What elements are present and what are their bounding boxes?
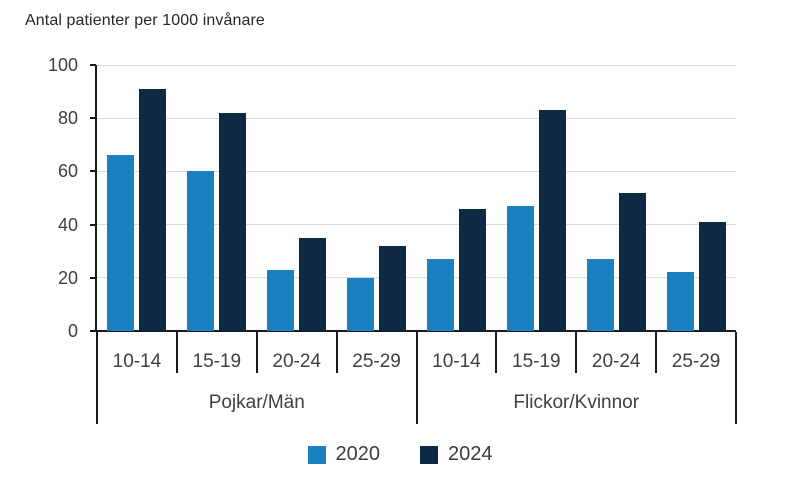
category-separator bbox=[175, 332, 178, 373]
bar-2020-Flickor/Kvinnor-10-14 bbox=[426, 259, 454, 331]
y-gridline bbox=[97, 64, 736, 66]
x-axis-group-label: Flickor/Kvinnor bbox=[513, 392, 640, 413]
y-axis-label: 40 bbox=[57, 214, 78, 235]
bar-2024-Flickor/Kvinnor-25-29 bbox=[698, 221, 726, 331]
x-axis-category-label: 25-29 bbox=[671, 351, 721, 372]
legend-label: 2020 bbox=[335, 443, 381, 465]
bar-2020-Pojkar/Män-10-14 bbox=[107, 155, 135, 331]
group-divider bbox=[415, 332, 418, 424]
category-separator bbox=[575, 332, 578, 373]
y-axis-label: 20 bbox=[57, 267, 78, 288]
category-separator bbox=[495, 332, 498, 373]
legend-swatch-2024 bbox=[420, 445, 438, 464]
legend-item-2020: 2020 bbox=[307, 443, 381, 466]
y-gridline bbox=[97, 224, 736, 226]
x-axis-group-label: Pojkar/Män bbox=[208, 392, 305, 413]
category-separator bbox=[255, 332, 258, 373]
bar-2024-Pojkar/Män-15-19 bbox=[219, 112, 247, 331]
bar-2024-Pojkar/Män-20-24 bbox=[299, 237, 327, 331]
bar-2020-Flickor/Kvinnor-20-24 bbox=[586, 259, 614, 331]
bar-2020-Pojkar/Män-25-29 bbox=[347, 277, 375, 331]
x-axis-line bbox=[95, 330, 736, 332]
legend-swatch-2020 bbox=[307, 445, 326, 464]
category-separator bbox=[655, 332, 658, 373]
x-axis-category-label: 10-14 bbox=[432, 351, 481, 372]
group-divider bbox=[735, 332, 737, 424]
y-axis-tick bbox=[90, 223, 96, 226]
x-axis-category-label: 20-24 bbox=[591, 351, 641, 372]
x-axis-category-label: 10-14 bbox=[112, 351, 162, 372]
x-axis-category-label: 15-19 bbox=[192, 351, 242, 372]
y-axis-tick bbox=[90, 330, 96, 332]
bar-2024-Pojkar/Män-25-29 bbox=[379, 245, 407, 331]
y-axis-line bbox=[95, 65, 97, 331]
y-gridline bbox=[97, 117, 736, 119]
y-gridline bbox=[97, 277, 736, 279]
bar-2024-Flickor/Kvinnor-15-19 bbox=[538, 110, 566, 331]
y-axis-tick bbox=[90, 170, 96, 173]
chart-title: Antal patienter per 1000 invånare bbox=[25, 12, 265, 29]
bar-2024-Flickor/Kvinnor-10-14 bbox=[458, 208, 486, 331]
y-axis-tick bbox=[90, 117, 96, 120]
x-axis-category-label: 15-19 bbox=[512, 351, 561, 372]
bar-2020-Pojkar/Män-15-19 bbox=[187, 171, 215, 331]
chart-legend: 2020 2024 bbox=[0, 443, 800, 466]
x-axis-category-label: 20-24 bbox=[272, 351, 321, 372]
legend-item-2024: 2024 bbox=[420, 443, 493, 466]
group-divider bbox=[96, 332, 98, 424]
y-axis-label: 100 bbox=[47, 55, 78, 75]
y-axis-label: 60 bbox=[57, 161, 78, 182]
bar-2020-Flickor/Kvinnor-15-19 bbox=[506, 205, 534, 331]
y-gridline bbox=[97, 170, 736, 172]
y-axis-label: 80 bbox=[57, 108, 78, 129]
bar-2020-Pojkar/Män-20-24 bbox=[267, 269, 295, 331]
y-axis-label: 0 bbox=[67, 321, 78, 341]
bar-2024-Pojkar/Män-10-14 bbox=[139, 88, 167, 331]
bar-2020-Flickor/Kvinnor-25-29 bbox=[666, 272, 694, 331]
y-axis-tick bbox=[90, 276, 96, 279]
legend-label: 2024 bbox=[448, 443, 493, 465]
x-axis-category-label: 25-29 bbox=[352, 351, 401, 372]
y-axis-tick bbox=[90, 64, 96, 66]
category-separator bbox=[335, 332, 338, 373]
bar-2024-Flickor/Kvinnor-20-24 bbox=[618, 192, 646, 331]
